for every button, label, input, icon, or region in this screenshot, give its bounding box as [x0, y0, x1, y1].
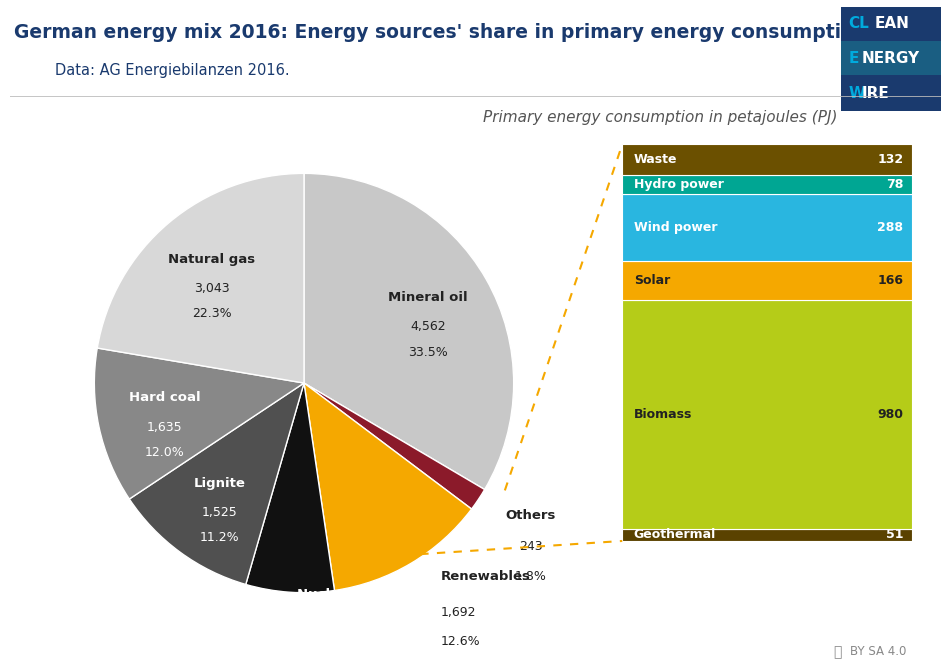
Text: 927: 927: [296, 624, 320, 636]
Text: Lignite: Lignite: [194, 477, 246, 490]
Text: IRE: IRE: [862, 85, 889, 101]
Text: Mineral oil: Mineral oil: [388, 291, 467, 304]
Text: Primary energy consumption in petajoules (PJ): Primary energy consumption in petajoules…: [483, 110, 838, 125]
Text: EAN: EAN: [875, 16, 909, 32]
Text: Biomass: Biomass: [634, 408, 693, 421]
Wedge shape: [304, 383, 484, 509]
Text: 288: 288: [877, 221, 903, 234]
Text: 22.3%: 22.3%: [192, 308, 232, 321]
Bar: [841, 7, 940, 41]
Bar: [841, 41, 940, 75]
Text: 11.2%: 11.2%: [200, 532, 239, 544]
Bar: [622, 261, 912, 300]
Text: Hydro power: Hydro power: [634, 178, 724, 191]
Wedge shape: [304, 383, 471, 591]
Wedge shape: [304, 173, 514, 489]
Text: 12.0%: 12.0%: [144, 446, 184, 459]
Text: W: W: [848, 85, 865, 101]
Text: 78: 78: [886, 178, 903, 191]
Text: NERGY: NERGY: [862, 51, 920, 66]
Text: 33.5%: 33.5%: [408, 345, 447, 359]
Text: Solar: Solar: [634, 274, 670, 287]
Text: 166: 166: [877, 274, 903, 287]
Text: 980: 980: [877, 408, 903, 421]
Text: 51: 51: [885, 528, 903, 542]
Text: 243: 243: [519, 540, 542, 554]
Text: 132: 132: [877, 153, 903, 167]
Wedge shape: [94, 348, 304, 499]
Bar: [841, 75, 940, 111]
Text: E: E: [848, 51, 859, 66]
Text: 6.8%: 6.8%: [296, 653, 329, 666]
Text: Natural gas: Natural gas: [168, 253, 256, 266]
Bar: [622, 175, 912, 194]
Text: Waste: Waste: [634, 153, 677, 167]
Text: German energy mix 2016: Energy sources' share in primary energy consumption.: German energy mix 2016: Energy sources' …: [14, 23, 875, 42]
Text: 1,692: 1,692: [441, 606, 476, 619]
Bar: [622, 300, 912, 529]
Bar: [622, 529, 912, 541]
Text: Hard coal: Hard coal: [128, 392, 200, 405]
Text: Ⓒ: Ⓒ: [834, 645, 842, 659]
Wedge shape: [97, 173, 304, 383]
Text: Nuclear power: Nuclear power: [296, 587, 406, 601]
Text: 12.6%: 12.6%: [441, 635, 481, 648]
Text: Others: Others: [505, 509, 556, 521]
Text: 1.8%: 1.8%: [515, 570, 546, 583]
Wedge shape: [129, 383, 304, 585]
Bar: [622, 194, 912, 261]
Text: Geothermal: Geothermal: [634, 528, 716, 542]
Text: Wind power: Wind power: [634, 221, 717, 234]
Wedge shape: [246, 383, 334, 593]
Bar: [622, 144, 912, 175]
Text: CL: CL: [848, 16, 869, 32]
Text: BY SA 4.0: BY SA 4.0: [850, 645, 906, 659]
Text: 1,525: 1,525: [201, 506, 238, 519]
Text: 4,562: 4,562: [410, 321, 446, 333]
Text: 1,635: 1,635: [146, 421, 182, 434]
Text: 3,043: 3,043: [194, 282, 230, 295]
Text: Data: AG Energiebilanzen 2016.: Data: AG Energiebilanzen 2016.: [55, 62, 290, 78]
Text: Renewables: Renewables: [441, 570, 531, 583]
